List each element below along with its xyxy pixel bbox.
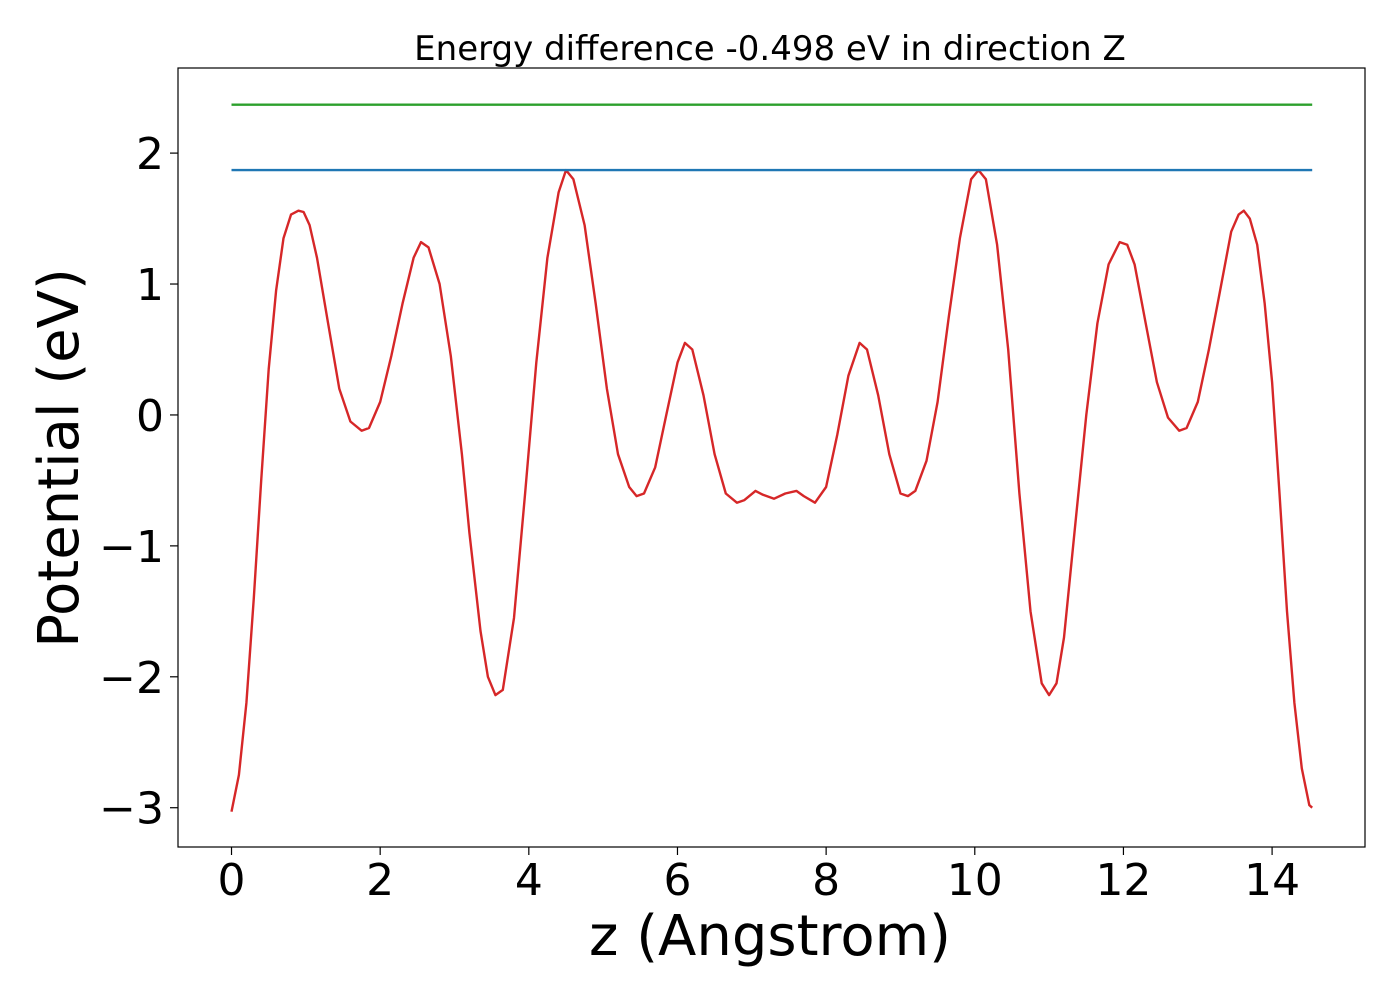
x-tick-label: 6 [663, 855, 691, 906]
y-tick-label: 1 [136, 260, 164, 311]
chart-title: Energy difference -0.498 eV in direction… [414, 29, 1126, 69]
y-tick-label: 2 [136, 129, 164, 180]
x-tick-label: 4 [515, 855, 543, 906]
x-tick-label: 12 [1095, 855, 1151, 906]
x-tick-label: 8 [812, 855, 840, 906]
y-axis-label: Potential (eV) [27, 268, 92, 648]
series-layer [230, 103, 1314, 812]
x-axis-label: z (Angstrom) [589, 904, 951, 969]
x-tick-label: 0 [218, 855, 246, 906]
y-tick-label: −1 [99, 522, 164, 573]
y-ticks: −3 −2 −1 0 1 2 [99, 129, 178, 835]
y-tick-label: −2 [99, 653, 164, 704]
x-tick-label: 2 [366, 855, 394, 906]
x-tick-label: 10 [947, 855, 1003, 906]
series-line-0 [230, 168, 1314, 812]
y-tick-label: 0 [136, 391, 164, 442]
y-tick-label: −3 [99, 784, 164, 835]
x-tick-label: 14 [1244, 855, 1300, 906]
plot-area-frame [177, 67, 1366, 848]
x-ticks: 0 2 4 6 8 10 12 14 [218, 847, 1300, 906]
